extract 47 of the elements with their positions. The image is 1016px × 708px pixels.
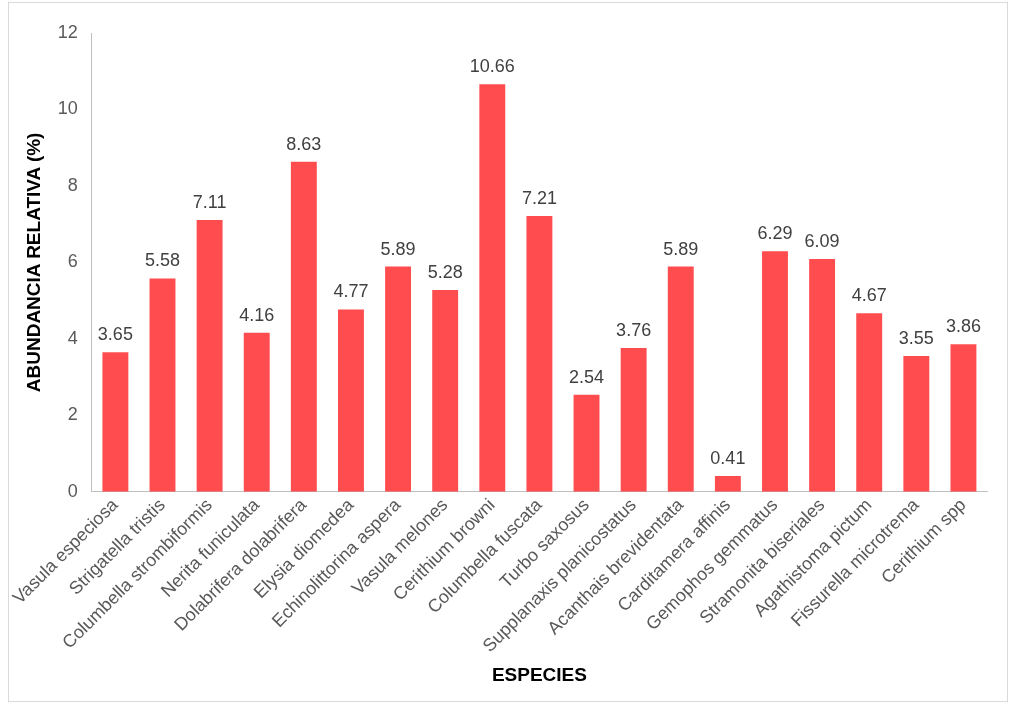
data-label: 3.65 xyxy=(97,324,133,345)
data-label: 6.09 xyxy=(804,230,840,251)
y-axis-title: ABUNDANCIA RELATIVA (%) xyxy=(22,132,44,393)
bar xyxy=(102,352,129,492)
data-label: 6.29 xyxy=(757,223,793,244)
data-label: 5.58 xyxy=(144,250,181,271)
bar xyxy=(338,309,364,492)
bar xyxy=(385,266,412,492)
y-tick-label: 8 xyxy=(67,174,78,195)
data-label: 10.66 xyxy=(469,56,515,77)
bar xyxy=(762,251,788,492)
bar xyxy=(479,84,506,492)
bar xyxy=(432,289,459,492)
data-label: 2.54 xyxy=(569,366,605,387)
y-tick-label: 4 xyxy=(67,327,78,348)
bar xyxy=(714,476,741,492)
data-label: 3.76 xyxy=(616,319,652,340)
bar xyxy=(526,216,553,492)
bar xyxy=(950,344,977,492)
data-label: 3.55 xyxy=(898,328,934,349)
bar xyxy=(149,278,176,492)
y-tick-label: 6 xyxy=(67,251,78,272)
data-label: 3.86 xyxy=(945,316,981,337)
data-label: 7.21 xyxy=(521,188,557,209)
data-label: 7.11 xyxy=(192,191,227,212)
bar xyxy=(809,258,836,492)
x-axis-title: ESPECIES xyxy=(491,663,587,685)
bar xyxy=(667,266,694,492)
data-label: 4.67 xyxy=(851,285,887,306)
data-label: 5.89 xyxy=(380,238,416,259)
data-label: 5.89 xyxy=(663,238,699,259)
data-label: 8.63 xyxy=(286,133,322,154)
bar xyxy=(573,394,600,492)
bar xyxy=(620,348,647,492)
bar xyxy=(903,356,930,492)
data-label: 0.41 xyxy=(710,448,746,469)
data-label: 5.28 xyxy=(427,261,463,282)
bar xyxy=(243,332,270,492)
y-tick-label: 0 xyxy=(67,480,78,501)
y-tick-label: 12 xyxy=(57,21,78,42)
data-label: 4.16 xyxy=(239,304,275,325)
y-tick-label: 10 xyxy=(57,98,78,119)
bar xyxy=(290,161,317,492)
bar xyxy=(196,219,223,492)
data-label: 4.77 xyxy=(333,281,369,302)
y-tick-label: 2 xyxy=(67,404,78,425)
bar xyxy=(856,313,883,492)
